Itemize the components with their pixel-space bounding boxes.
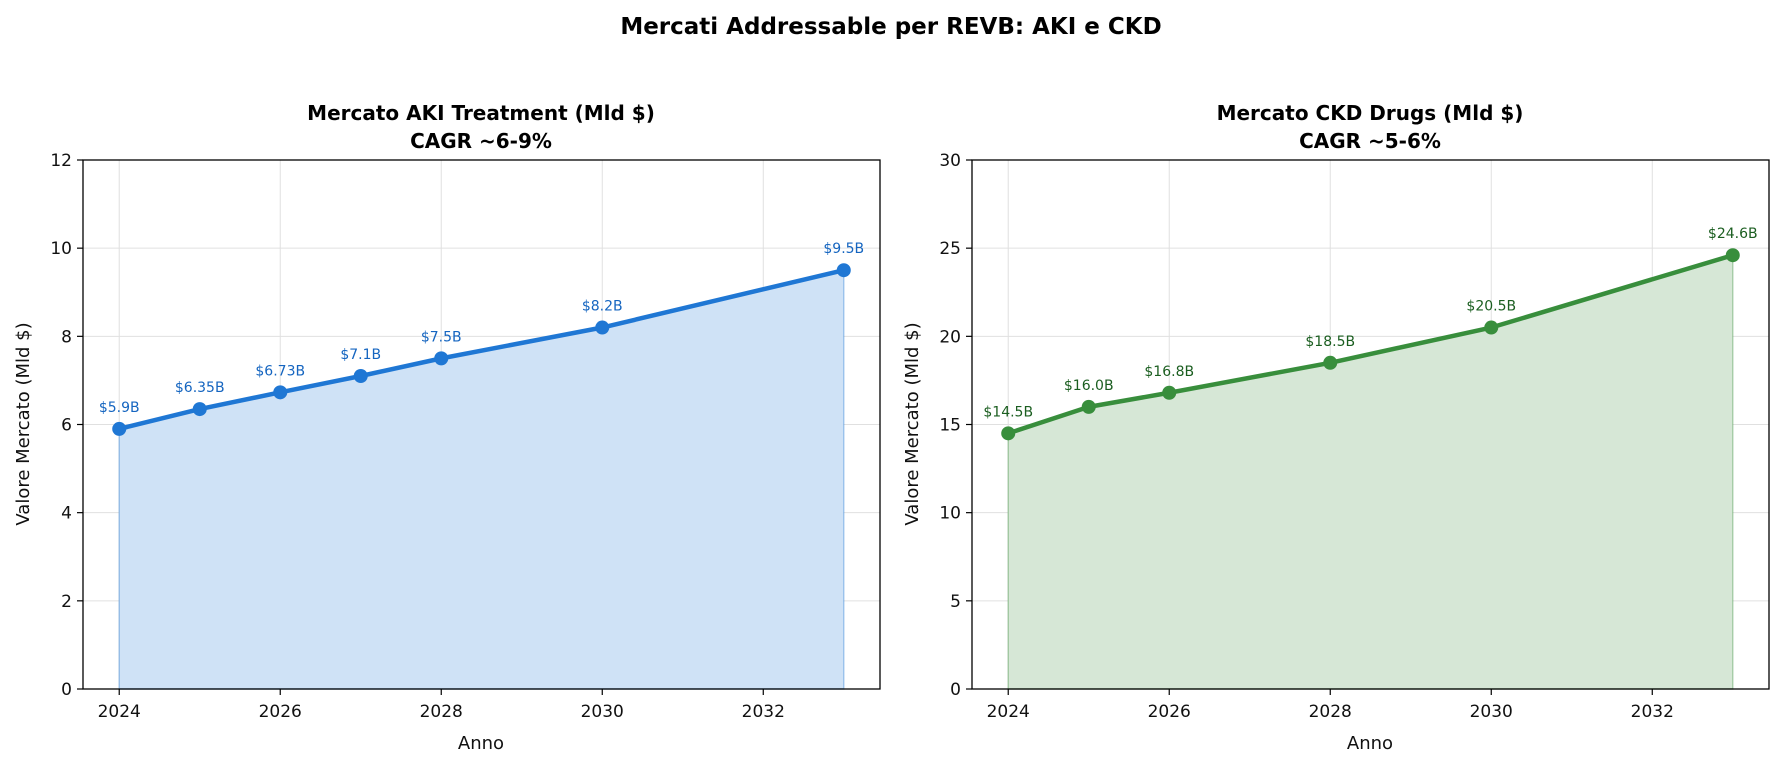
chart-aki-area-layer [118,269,845,690]
chart-aki-ylabel: Valore Mercato (Mld $) [13,322,34,525]
chart-ckd-ylabel: Valore Mercato (Mld $) [902,322,923,525]
chart-ckd-data-label: $24.6B [1708,226,1758,242]
chart-aki-area-fill [118,269,845,690]
chart-ckd-data-label: $20.5B [1466,299,1516,315]
chart-ckd-area-fill [1007,254,1734,690]
chart-aki-data-label: $7.5B [421,329,462,345]
chart-aki-ytick-label: 0 [61,680,72,700]
chart-ckd-xtick-label: 2028 [1309,702,1352,722]
chart-ckd-data-point [1081,399,1096,414]
chart-aki-marks: $5.9B $6.35B $6.73B $7.1B $7.5B $8.2B $9.5B [99,241,864,436]
chart-aki-ytick-label: 10 [50,239,72,259]
chart-aki-plot-frame [82,159,881,690]
chart-aki-ytick-label: 8 [61,327,72,347]
chart-aki-ytick-label: 6 [61,416,72,436]
chart-ckd-data-point [1484,320,1499,335]
chart-ckd-data-point [1162,385,1177,400]
chart-ckd-data-point [1001,426,1016,441]
chart-ckd-title: Mercato CKD Drugs (Mld $) [1217,101,1524,125]
chart-ckd-xlabel: Anno [1347,733,1393,754]
chart-aki-subtitle: CAGR ~6-9% [410,129,552,153]
chart-ckd-marks: $14.5B $16.0B $16.8B $18.5B $20.5B $24.6B [983,226,1758,441]
chart-aki-ytick-label: 4 [61,504,72,524]
chart-ckd-ytick-label: 10 [939,504,961,524]
chart-aki-data-label: $6.35B [175,380,225,396]
chart-aki-ticks: 2024 2026 2028 2030 2032 0 2 4 6 8 10 12 [50,151,881,722]
chart-ckd-ytick-label: 30 [939,151,961,171]
chart-aki-xtick-label: 2032 [742,702,785,722]
chart-ckd-xtick-label: 2026 [1148,702,1191,722]
chart-aki-title: Mercato AKI Treatment (Mld $) [307,101,655,125]
chart-ckd-xtick-label: 2030 [1470,702,1513,722]
chart-aki-xtick-label: 2028 [420,702,463,722]
chart-ckd-series-line [1005,252,1736,436]
chart-aki: Mercato AKI Treatment (Mld $) CAGR ~6-9%… [13,101,881,754]
chart-ckd-data-point [1323,355,1338,370]
chart-aki-data-point [434,351,449,366]
chart-aki-xtick-label: 2024 [98,702,141,722]
chart-ckd-ytick-label: 5 [950,592,961,612]
chart-aki-data-point [273,385,288,400]
chart-ckd-ytick-label: 25 [939,239,961,259]
chart-aki-data-point [192,402,207,417]
figure-title: Mercati Addressable per REVB: AKI e CKD [620,14,1161,40]
chart-aki-data-point [836,263,851,278]
chart-ckd-data-label: $18.5B [1305,334,1355,350]
chart-ckd-ytick-label: 15 [939,416,961,436]
chart-aki-ytick-label: 2 [61,592,72,612]
chart-ckd-xtick-label: 2024 [987,702,1030,722]
chart-aki-data-label: $6.73B [255,363,305,379]
chart-aki-data-label: $5.9B [99,400,140,416]
chart-ckd-data-point [1725,248,1740,263]
chart-ckd-area-layer [1007,254,1734,690]
chart-aki-xlabel: Anno [458,733,504,754]
chart-aki-data-point [595,320,610,335]
chart-ckd-subtitle: CAGR ~5-6% [1299,129,1441,153]
chart-aki-xtick-label: 2030 [581,702,624,722]
chart-ckd-ytick-label: 20 [939,327,961,347]
chart-aki-data-label: $8.2B [582,299,623,315]
chart-ckd-xtick-label: 2032 [1631,702,1674,722]
chart-aki-xtick-label: 2026 [259,702,302,722]
chart-aki-data-label: $9.5B [823,241,864,257]
chart-aki-data-point [112,421,127,436]
chart-aki-ytick-label: 12 [50,151,72,171]
chart-ckd-data-label: $16.0B [1064,378,1114,394]
chart-ckd-plot-frame [971,159,1770,690]
chart-ckd-ytick-label: 0 [950,680,961,700]
chart-aki-data-point [353,369,368,384]
chart-ckd-ticks: 2024 2026 2028 2030 2032 0 5 10 15 20 25 30 [939,151,1770,722]
chart-aki-data-label: $7.1B [340,347,381,363]
chart-ckd-data-label: $14.5B [983,404,1033,420]
chart-ckd-data-label: $16.8B [1144,364,1194,380]
chart-ckd: Mercato CKD Drugs (Mld $) CAGR ~5-6% $14… [902,101,1770,754]
